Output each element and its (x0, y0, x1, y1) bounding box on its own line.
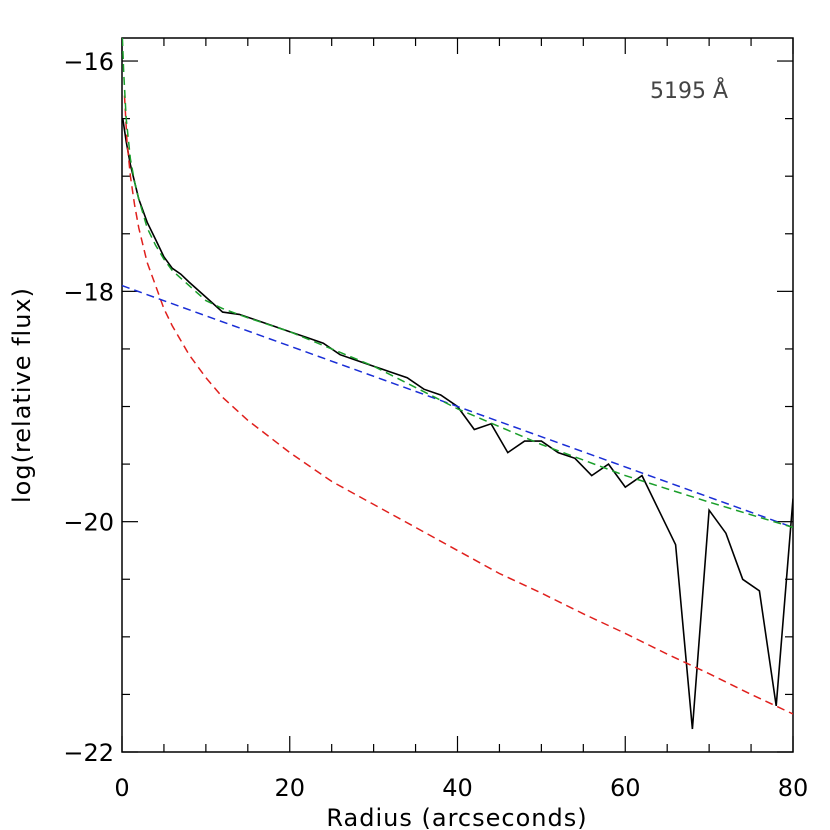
x-tick-label: 40 (442, 774, 473, 802)
axis-ticks (121, 38, 794, 753)
x-axis-title: Radius (arcseconds) (326, 804, 587, 830)
plot-frame (121, 37, 794, 753)
series-line-2 (123, 95, 793, 715)
annotation-wavelength: 5195 Å (650, 77, 728, 104)
x-tick-label: 60 (610, 774, 641, 802)
series-line-3 (122, 284, 793, 529)
y-tick-label: −22 (63, 739, 114, 767)
plot-frame-group (121, 37, 794, 753)
series-layer (122, 38, 793, 730)
y-tick-label: −16 (63, 48, 114, 76)
y-tick-label: −18 (63, 278, 114, 306)
series-line-4 (122, 38, 793, 529)
x-tick-label: 20 (274, 774, 305, 802)
y-tick-label: −20 (63, 509, 114, 537)
y-axis-title: log(relative flux) (8, 287, 36, 503)
series-line-1 (122, 118, 793, 730)
axis-tick-labels: 0 20 40 60 80 −22 −20 −18 −16 (63, 48, 808, 802)
x-tick-label: 0 (114, 774, 129, 802)
x-tick-label: 80 (778, 774, 809, 802)
